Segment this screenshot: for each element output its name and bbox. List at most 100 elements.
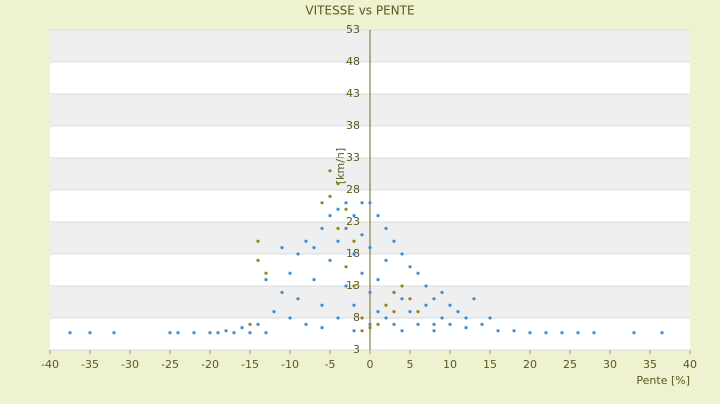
x-tick-label: -20 xyxy=(201,358,219,371)
x-tick-label: 35 xyxy=(643,358,657,371)
x-tick-label: -40 xyxy=(41,358,59,371)
point xyxy=(352,284,356,288)
point xyxy=(376,322,380,326)
point xyxy=(360,329,364,333)
point xyxy=(352,214,356,218)
point xyxy=(448,322,452,326)
point xyxy=(416,310,420,314)
x-tick-label: -25 xyxy=(161,358,179,371)
point xyxy=(296,252,300,256)
point xyxy=(272,310,276,314)
point xyxy=(432,297,436,301)
point xyxy=(312,246,316,250)
point xyxy=(368,246,372,250)
point xyxy=(392,322,396,326)
y-axis-title: [km/h] xyxy=(334,148,347,184)
point xyxy=(392,239,396,243)
point xyxy=(336,182,340,186)
point xyxy=(336,226,340,230)
point xyxy=(384,226,388,230)
point xyxy=(400,284,404,288)
point xyxy=(400,329,404,333)
y-tick-label: 53 xyxy=(346,23,360,36)
point xyxy=(88,331,92,335)
y-tick-label: 43 xyxy=(346,87,360,100)
point xyxy=(440,316,444,320)
x-tick-label: -15 xyxy=(241,358,259,371)
point xyxy=(68,331,72,335)
point xyxy=(384,316,388,320)
x-tick-label: 40 xyxy=(683,358,697,371)
point xyxy=(328,258,332,262)
point xyxy=(408,297,412,301)
point xyxy=(456,310,460,314)
point xyxy=(192,331,196,335)
point xyxy=(216,331,220,335)
point xyxy=(416,271,420,275)
x-tick-label: -30 xyxy=(121,358,139,371)
point xyxy=(660,331,664,335)
point xyxy=(256,322,260,326)
point xyxy=(392,310,396,314)
point xyxy=(472,297,476,301)
point xyxy=(320,201,324,205)
point xyxy=(288,316,292,320)
y-tick-label: 28 xyxy=(346,183,360,196)
point xyxy=(336,239,340,243)
point xyxy=(360,271,364,275)
point xyxy=(360,233,364,237)
point xyxy=(320,226,324,230)
chart-title: VITESSE vs PENTE xyxy=(305,4,414,18)
point xyxy=(384,258,388,262)
point xyxy=(464,326,468,330)
point xyxy=(344,226,348,230)
point xyxy=(368,290,372,294)
point xyxy=(328,194,332,198)
point xyxy=(400,297,404,301)
point xyxy=(344,201,348,205)
point xyxy=(432,329,436,333)
point xyxy=(304,322,308,326)
x-tick-label: -35 xyxy=(81,358,99,371)
point xyxy=(408,310,412,314)
point xyxy=(360,201,364,205)
point xyxy=(256,258,260,262)
x-tick-label: 15 xyxy=(483,358,497,371)
point xyxy=(416,322,420,326)
point xyxy=(392,290,396,294)
x-tick-label: 5 xyxy=(407,358,414,371)
point xyxy=(176,331,180,335)
y-tick-label: 48 xyxy=(346,55,360,68)
point xyxy=(344,207,348,211)
point xyxy=(240,326,244,330)
point xyxy=(376,278,380,282)
x-axis-title: Pente [%] xyxy=(636,374,690,387)
point xyxy=(368,201,372,205)
point xyxy=(320,303,324,307)
point xyxy=(408,265,412,269)
point xyxy=(496,329,500,333)
point xyxy=(352,239,356,243)
point xyxy=(376,214,380,218)
point xyxy=(592,331,596,335)
point xyxy=(264,271,268,275)
point xyxy=(344,284,348,288)
point xyxy=(368,322,372,326)
point xyxy=(360,316,364,320)
point xyxy=(296,297,300,301)
point xyxy=(168,331,172,335)
point xyxy=(352,329,356,333)
point xyxy=(264,331,268,335)
point xyxy=(368,326,372,330)
point xyxy=(488,316,492,320)
point xyxy=(424,303,428,307)
point xyxy=(248,331,252,335)
point xyxy=(288,271,292,275)
y-tick-label: 8 xyxy=(353,311,360,324)
point xyxy=(480,322,484,326)
point xyxy=(248,322,252,326)
x-tick-label: -5 xyxy=(325,358,336,371)
point xyxy=(280,246,284,250)
x-tick-label: 25 xyxy=(563,358,577,371)
